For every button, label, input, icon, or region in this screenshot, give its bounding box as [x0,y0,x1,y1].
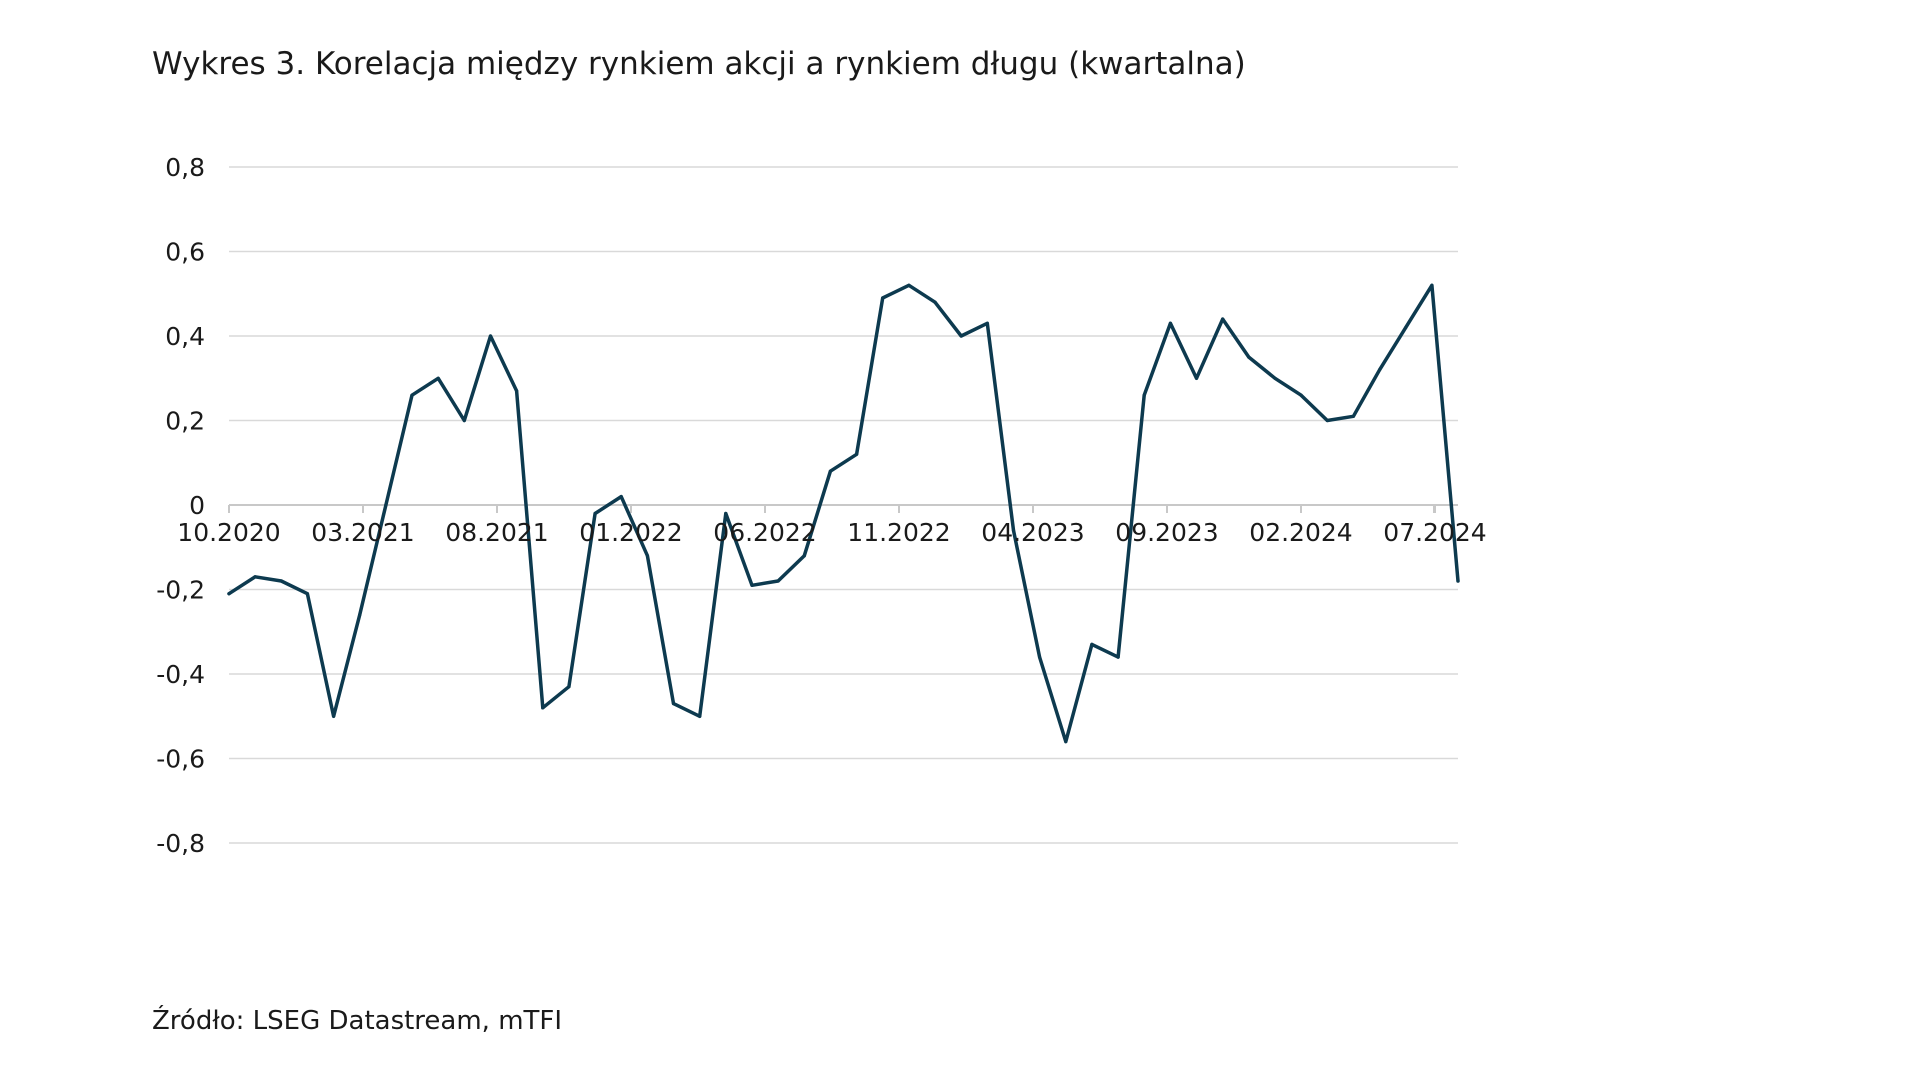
data-point [279,579,283,583]
data-point [253,575,257,579]
axes [228,504,1458,513]
y-tick-label: 0,8 [165,153,205,182]
data-point [907,283,911,287]
data-point [802,554,806,558]
data-point [1325,418,1329,423]
x-tick-label: 10.2020 [177,518,280,547]
y-tick-label: -0,4 [156,660,205,689]
y-tick-label: 0,4 [165,322,205,351]
data-point [436,376,440,380]
data-point [1247,355,1251,359]
data-point [227,592,231,596]
data-point [1038,655,1042,659]
grid-lines [229,166,1458,844]
data-point [1456,579,1460,583]
data-point [1090,642,1094,647]
chart-title: Wykres 3. Korelacja między rynkiem akcji… [152,46,1246,82]
data-point [645,554,650,558]
data-point [671,702,676,706]
data-point [541,706,545,710]
tick-labels: 0,8 0,6 0,4 0,2 0 -0,2 -0,4 -0,6 -0,8 10.2020 03.2… [156,153,1486,858]
source-note: Źródło: LSEG Datastream, mTFI [152,1006,563,1036]
data-point [593,511,597,516]
x-tick-label: 06.2022 [713,518,816,547]
data-point [1299,393,1303,397]
y-tick-label: 0,6 [165,238,205,267]
data-point [410,393,414,397]
data-point [1273,376,1277,380]
data-point [567,685,571,689]
data-point [985,321,989,325]
data-point [724,511,728,516]
data-point [1221,317,1225,321]
y-tick-label: -0,6 [156,745,205,774]
data-point [358,613,362,617]
data-point [332,714,336,718]
data-point [776,579,780,583]
x-tick-label: 02.2024 [1249,518,1352,547]
x-tick-label: 04.2023 [981,518,1084,547]
data-point [933,300,937,304]
data-point [1351,414,1355,418]
x-tick-label: 08.2021 [445,518,548,547]
data-point [698,714,702,718]
data-point [1116,655,1120,659]
data-point [1194,376,1199,380]
data-point [619,495,623,499]
data-point [1168,321,1172,325]
data-point [750,583,754,587]
x-tick-label: 01.2022 [579,518,682,547]
data-point [515,389,519,393]
data-point [1404,326,1408,330]
data-point [881,296,885,300]
data-point [828,469,833,473]
y-tick-label: 0 [189,491,205,520]
x-tick-label: 07.2024 [1383,518,1486,547]
data-point [1378,368,1382,372]
data-point [1430,283,1434,287]
x-tick-label: 11.2022 [847,518,950,547]
series-layer [227,283,1460,744]
y-tick-label: 0,2 [165,407,205,436]
series-line-correlation [227,283,1460,744]
data-point [1011,528,1016,533]
x-tick-label: 09.2023 [1115,518,1218,547]
y-tick-label: -0,2 [156,576,205,605]
data-point [1064,740,1068,744]
data-point [305,592,309,596]
data-point [488,334,493,338]
data-point [462,418,466,423]
data-point [959,334,963,338]
y-tick-label: -0,8 [156,829,205,858]
x-tick-label: 03.2021 [311,518,414,547]
data-point [1142,393,1146,397]
data-point [384,503,388,507]
data-point [855,452,859,456]
